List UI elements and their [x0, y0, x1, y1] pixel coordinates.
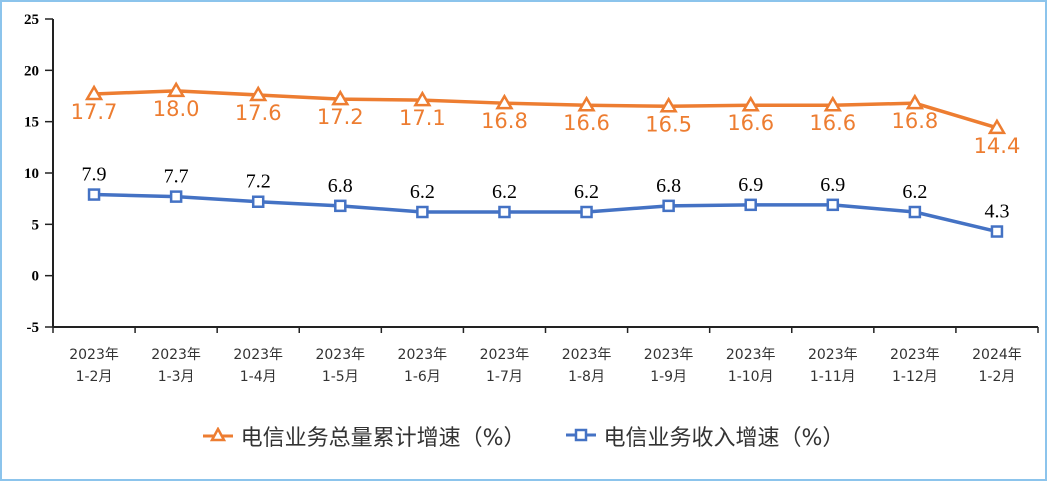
y-tick-label: -5	[27, 320, 40, 336]
y-tick-label: 20	[24, 63, 39, 79]
data-point	[659, 96, 678, 113]
legend: 电信业务总量累计增速（%） 电信业务收入增速（%）	[2, 420, 1045, 452]
data-label: 6.9	[738, 174, 763, 196]
data-label: 17.2	[317, 105, 364, 129]
legend-item: 电信业务收入增速（%）	[565, 420, 845, 452]
data-point	[495, 93, 514, 110]
data-point	[498, 205, 511, 219]
triangle-marker-icon	[202, 424, 233, 449]
data-label: 7.2	[246, 171, 271, 193]
x-tick-label: 2023年 1-9月	[644, 347, 694, 385]
data-label: 6.2	[492, 181, 517, 203]
data-point	[166, 81, 186, 98]
data-label: 6.2	[902, 181, 927, 203]
data-point	[334, 199, 347, 213]
data-label: 17.7	[71, 100, 118, 124]
legend-item: 电信业务总量累计增速（%）	[202, 420, 526, 452]
data-point	[84, 84, 104, 101]
legend-label: 电信业务总量累计增速（%）	[240, 426, 526, 451]
data-point	[580, 205, 593, 219]
data-label: 16.8	[891, 109, 938, 133]
series-line	[93, 192, 998, 234]
data-label: 7.9	[82, 164, 107, 186]
data-point	[331, 89, 350, 106]
x-tick-label: 2024年 1-2月	[972, 347, 1022, 385]
data-point	[908, 205, 922, 219]
x-tick-label: 2023年 1-5月	[315, 347, 365, 385]
data-point	[823, 95, 842, 112]
data-label: 6.2	[574, 181, 599, 203]
x-tick-label: 2023年 1-10月	[726, 347, 776, 385]
data-label: 17.1	[399, 106, 446, 130]
y-tick-label: 25	[24, 12, 39, 28]
data-point	[577, 95, 596, 112]
data-point	[662, 199, 675, 213]
data-label: 6.8	[656, 175, 681, 197]
data-point	[169, 190, 183, 203]
data-label: 7.7	[164, 166, 189, 188]
data-label: 14.4	[974, 134, 1021, 158]
data-point	[990, 225, 1004, 238]
data-label: 6.9	[820, 174, 845, 196]
y-tick-label: 0	[32, 269, 40, 285]
y-tick-label: 10	[24, 166, 39, 182]
data-label: 16.6	[809, 111, 856, 135]
x-tick-label: 2023年 1-11月	[808, 347, 858, 385]
data-point	[416, 205, 429, 219]
data-point	[826, 198, 840, 212]
data-point	[744, 198, 757, 212]
x-tick-label: 2023年 1-2月	[69, 347, 119, 385]
x-tick-label: 2023年 1-4月	[233, 347, 283, 385]
legend-label: 电信业务收入增速（%）	[603, 426, 845, 451]
data-label: 18.0	[153, 97, 200, 121]
data-label: 6.8	[328, 175, 353, 197]
y-tick-label: 5	[32, 217, 40, 233]
x-tick-label: 2023年 1-12月	[890, 347, 940, 385]
data-point	[987, 118, 1007, 135]
data-point	[413, 90, 432, 107]
y-tick-label: 15	[24, 115, 39, 131]
x-tick-label: 2023年 1-7月	[480, 347, 530, 385]
data-label: 16.5	[645, 112, 692, 136]
data-label: 16.6	[563, 111, 610, 135]
line-chart: -5 0 5 10 15 20 25 2023年 1-2月 2023年 1-3月 2023年 1-4月 2…	[24, 12, 1039, 385]
data-label: 17.6	[235, 101, 282, 125]
data-label: 16.8	[481, 109, 528, 133]
data-label: 16.6	[727, 111, 774, 135]
data-label: 4.3	[984, 201, 1009, 223]
data-point	[251, 195, 265, 208]
data-label: 6.2	[410, 181, 435, 203]
series-line	[93, 89, 998, 130]
data-point	[741, 95, 760, 112]
x-tick-label: 2023年 1-3月	[151, 347, 201, 385]
data-point	[905, 93, 925, 110]
x-tick-label: 2023年 1-6月	[398, 347, 448, 385]
square-marker-icon	[565, 424, 596, 449]
data-point	[249, 85, 268, 102]
x-tick-label: 2023年 1-8月	[562, 347, 612, 385]
data-point	[87, 188, 101, 201]
